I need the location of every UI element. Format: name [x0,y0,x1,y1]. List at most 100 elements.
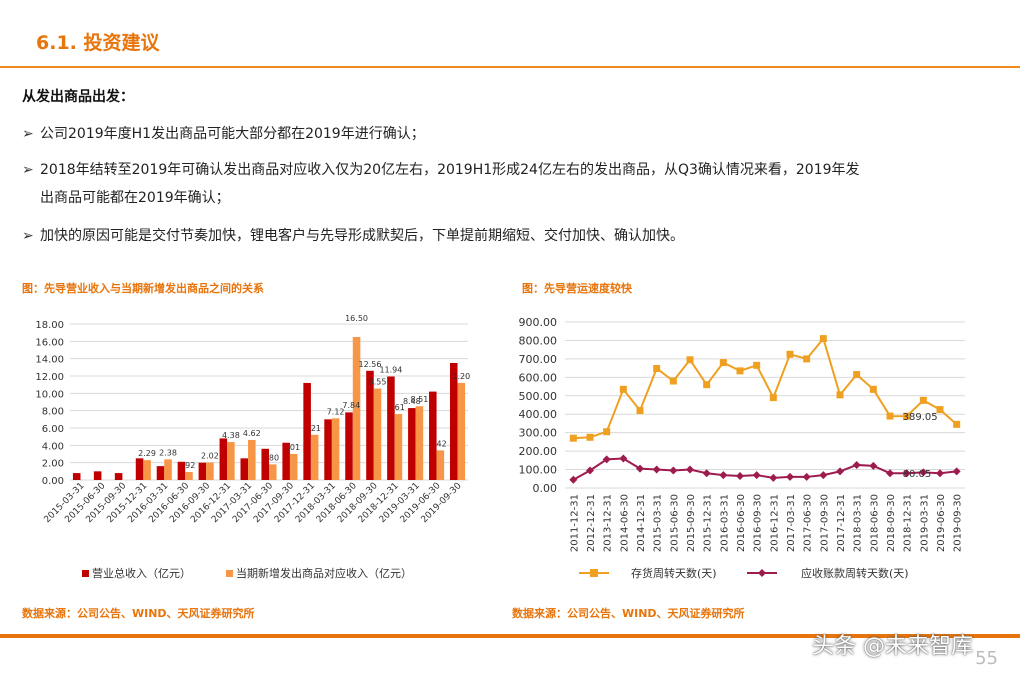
data-label: 389.05 [903,412,938,423]
bar [156,466,165,480]
data-point [602,455,611,464]
data-point [886,469,894,478]
bar [227,442,235,480]
data-label: .01 [287,443,300,452]
y-tick-label: 4.00 [42,441,64,452]
section-heading: 从发出商品出发： [22,89,134,105]
bar [366,370,374,480]
data-point [753,361,761,369]
data-point [852,460,861,469]
data-point [652,465,661,474]
data-label: 2.38 [159,448,177,457]
bullet-text: 加快的原因可能是交付节奏加快，锂电客户与先导形成默契后，下单提前期缩短、交付加快… [40,228,684,244]
bar [248,439,256,480]
x-tick-label: 2016-03-31 [719,494,730,552]
x-tick-label: 2014-06-30 [619,494,630,552]
bar [93,471,102,480]
x-tick-label: 2015-12-31 [703,494,714,552]
x-tick-label: 2016-12-31 [769,494,780,552]
data-point [769,473,778,482]
legend-swatch [590,569,598,577]
data-point [836,391,844,399]
bar [310,434,319,480]
data-point [853,371,861,379]
data-point [636,407,644,415]
x-tick-label: 2016-06-30 [736,494,747,552]
data-label: .21 [308,424,321,433]
x-tick-label: 2011-12-31 [569,494,580,552]
y-tick-label: 800.00 [519,334,558,347]
bar [436,450,445,480]
data-label: .80 [266,453,279,462]
data-point [869,385,877,393]
x-tick-label: 2015-03-31 [653,494,664,552]
page-number: 55 [975,648,998,669]
bar [219,438,228,480]
x-tick-label: 2018-03-31 [853,494,864,552]
turnover-line-chart: 0.00 100.00 200.00 300.00 400.00 500.00 600.00… [519,316,965,580]
legend-label: 营业总收入（亿元） [92,566,191,580]
y-tick-label: 400.00 [519,408,558,421]
data-point [736,367,744,375]
x-tick-label: 2014-12-31 [636,494,647,552]
data-label: 8.48 [403,397,421,406]
bullet-text: 公司2019年度H1发出商品可能大部分都在2019年进行确认； [40,126,425,142]
arrow-bullet-icon: ➢ [22,162,34,178]
data-point [836,467,844,476]
bar [352,337,361,480]
data-point [619,385,627,393]
right-chart-caption: 图：先导营运速度较快 [522,282,632,295]
x-tick-label: 2017-09-30 [819,494,830,552]
data-point [752,471,761,480]
y-tick-label: 18.00 [35,320,64,331]
left-source-note: 数据来源：公司公告、WIND、天风证券研究所 [22,607,255,620]
bullet-item: ➢ 2018年结转至2019年可确认发出商品对应收入仅为20亿左右，2019H1形… [22,156,992,212]
y-tick-label: 2.00 [42,459,64,470]
bar [387,376,395,480]
data-point [769,394,777,402]
bar [457,382,466,480]
bar [164,459,172,480]
bullet-item: ➢ 公司2019年度H1发出商品可能大部分都在2019年进行确认； [22,120,992,148]
y-tick-label: 0.00 [42,476,64,487]
data-point [669,377,677,385]
bar [303,382,311,480]
data-point [786,472,794,481]
page-title: 6.1. 投资建议 [36,32,160,54]
bar [415,406,424,480]
y-tick-label: 16.00 [35,337,64,348]
bullet-text-continued: 出商品可能都在2019年确认； [40,190,230,206]
x-tick-label: 2013-12-31 [603,494,614,552]
bar [177,461,186,480]
legend-label: 应收账款周转天数(天) [801,566,909,580]
watermark: 头条 @未来智库 [812,634,973,659]
bar [72,473,81,480]
y-tick-label: 8.00 [42,407,64,418]
bar [429,391,437,480]
data-label: 7.12 [327,407,345,416]
data-point [819,471,828,480]
data-point [719,359,727,367]
y-tick-label: 200.00 [519,445,558,458]
x-tick-label: 2015-09-30 [686,494,697,552]
y-tick-label: 600.00 [519,371,558,384]
data-point [803,355,811,363]
data-point [636,464,644,473]
data-point [903,412,911,420]
data-point [719,471,728,480]
revenue-bar-chart: 0.00 2.00 4.00 6.00 8.00 10.00 12.00 14.00 16.00… [35,314,470,580]
bar [185,472,193,480]
y-tick-label: 300.00 [519,427,558,440]
data-label: 2.29 [138,449,156,458]
y-tick-label: 12.00 [35,372,64,383]
bar [331,418,340,480]
bar [373,388,382,480]
data-point [886,412,894,420]
data-point [919,468,928,477]
data-label: 0.55 [369,378,387,387]
right-source-note: 数据来源：公司公告、WIND、天风证券研究所 [512,607,745,620]
x-tick-label: 2019-06-30 [936,494,947,552]
bar [135,458,144,480]
legend-label: 当期新增发出商品对应收入（亿元） [236,566,412,580]
left-chart-caption: 图：先导营业收入与当期新增发出商品之间的关系 [22,282,264,295]
